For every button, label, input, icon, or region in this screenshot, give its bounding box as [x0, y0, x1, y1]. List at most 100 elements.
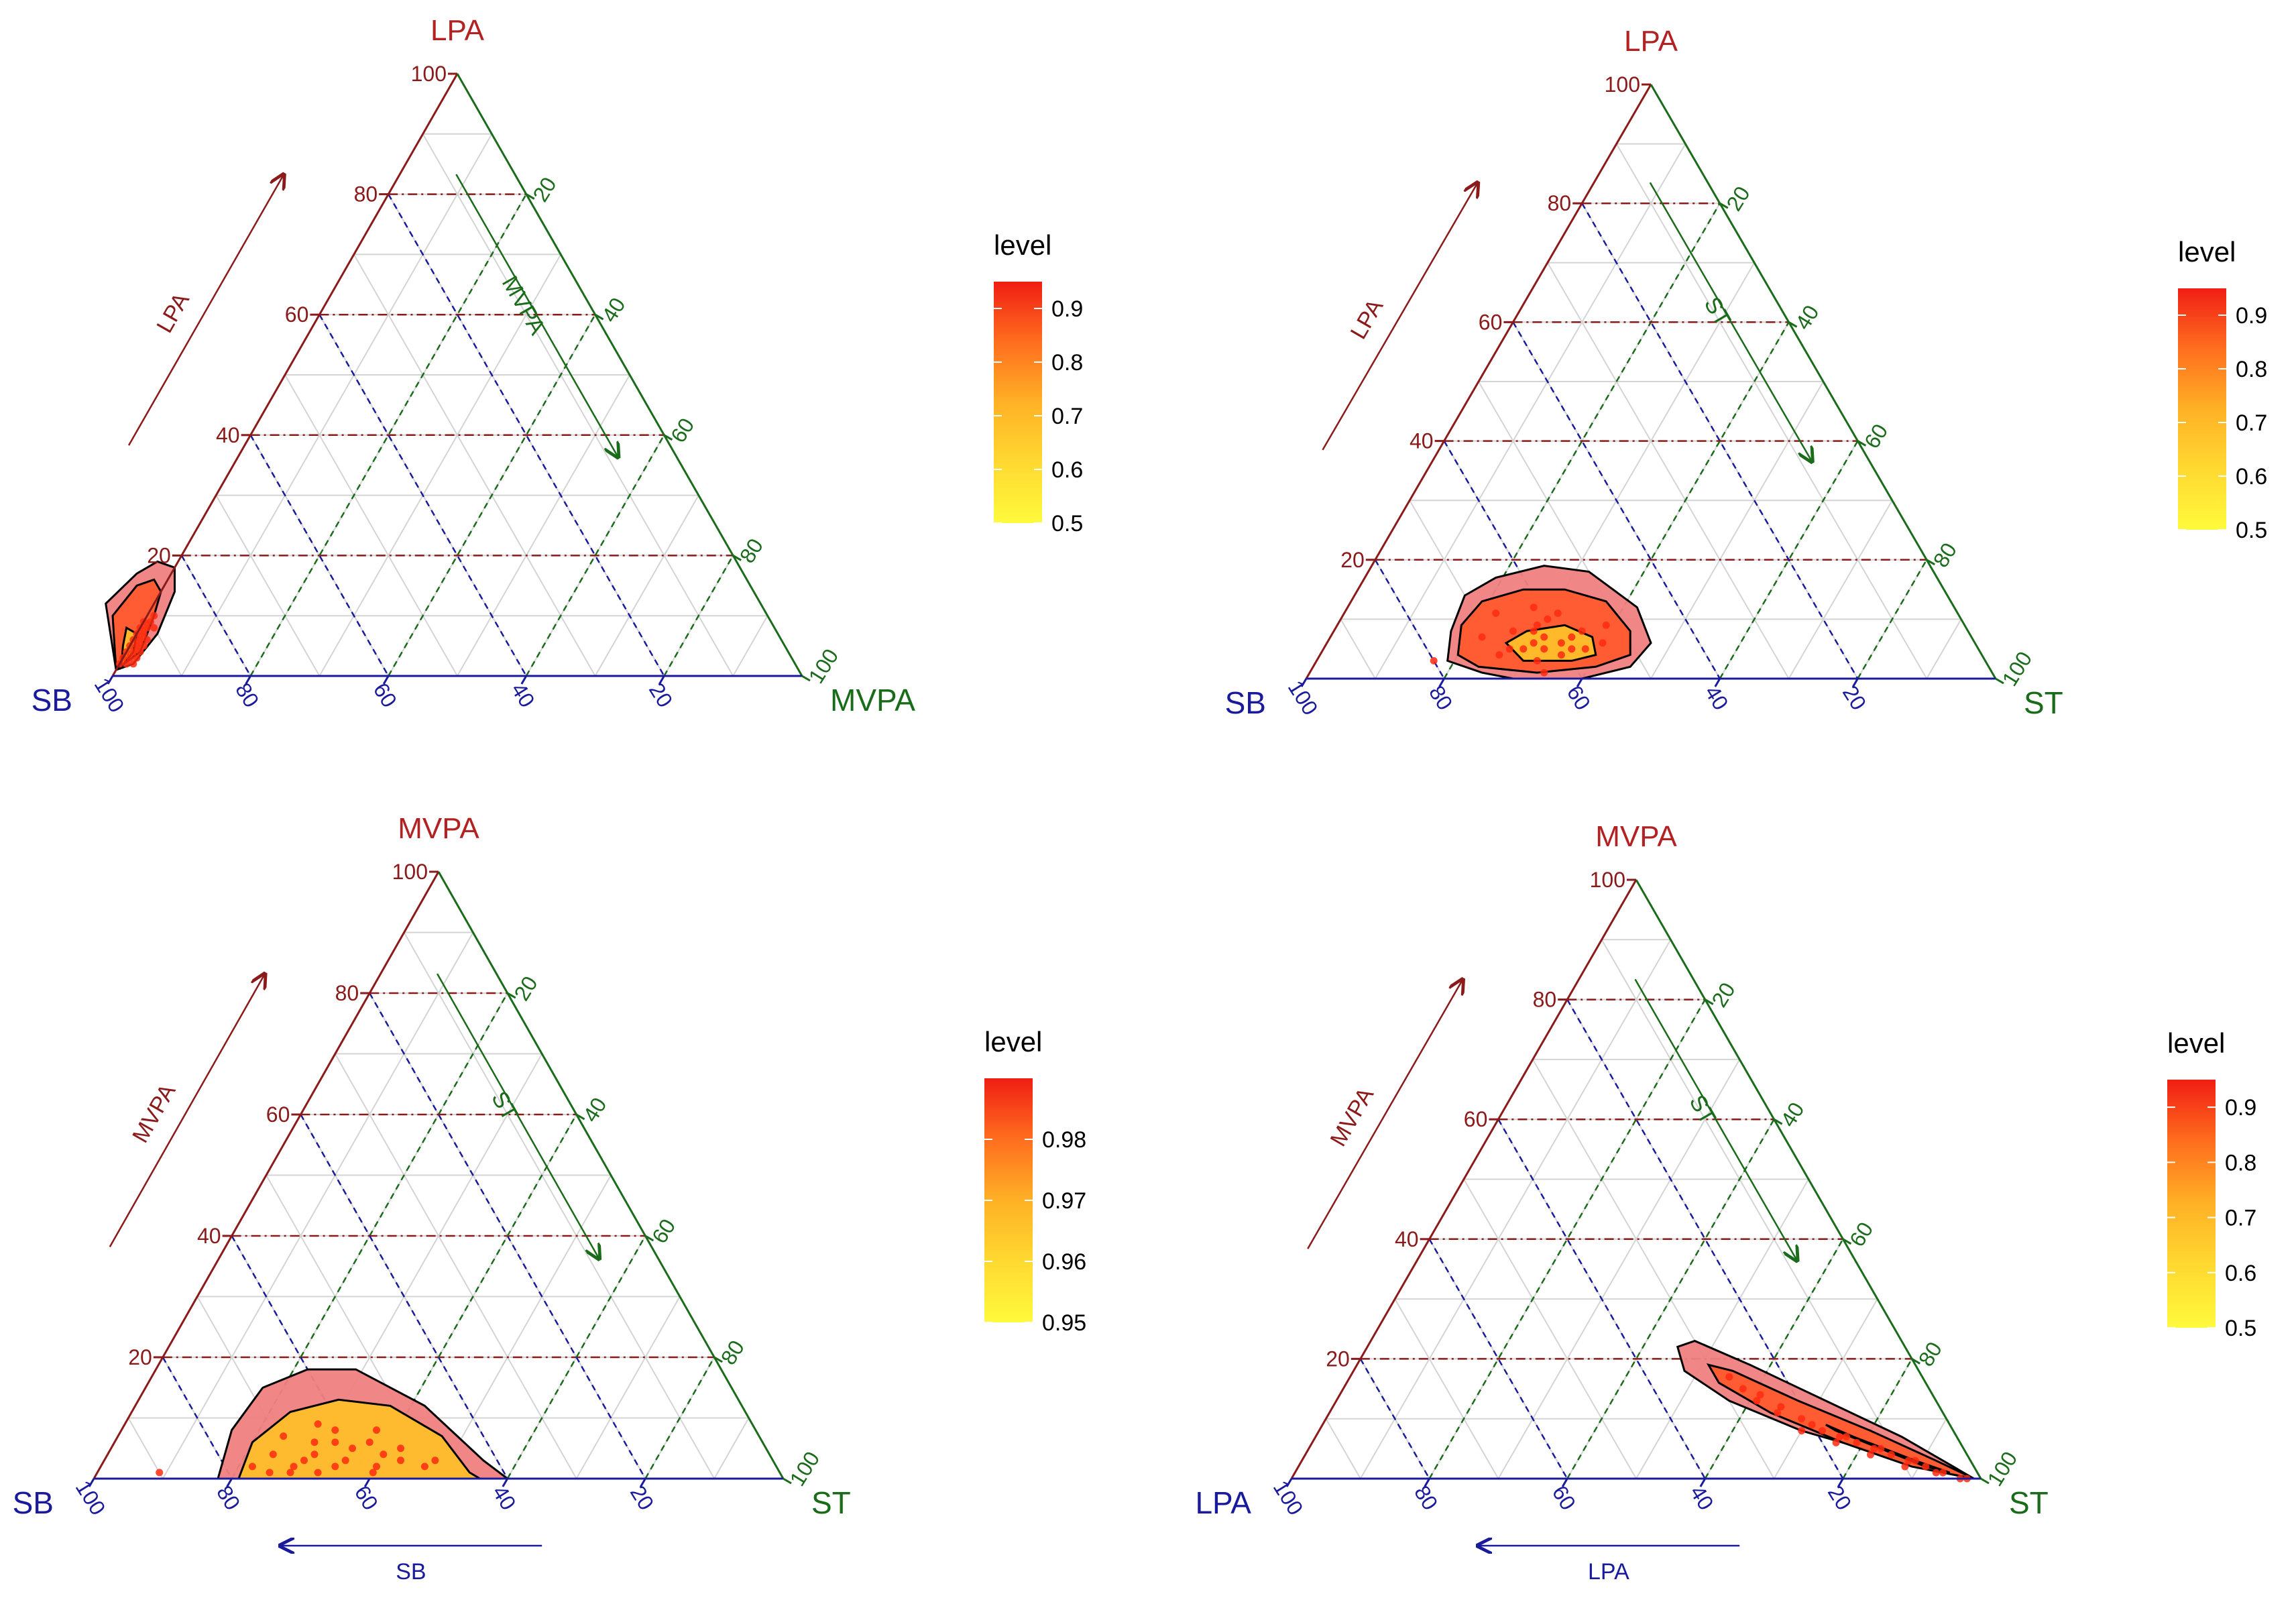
data-point: [380, 1450, 388, 1459]
data-point: [1540, 645, 1548, 653]
grid-line: [1635, 1179, 1809, 1479]
grid-line: [575, 1296, 681, 1479]
data-point: [1739, 1385, 1747, 1393]
grid-line: [1463, 1179, 1637, 1479]
grid-line: [1650, 381, 1824, 679]
tick-label-right-axis: 20: [1721, 182, 1754, 215]
grid-line: [334, 1053, 577, 1479]
legend-tick-label: 0.8: [2225, 1150, 2256, 1176]
legend-tick-label: 0.7: [2236, 410, 2267, 436]
corner-label-right: ST: [2009, 1485, 2049, 1520]
arrow-label-right: ST: [1684, 1090, 1721, 1129]
tick-label-top-axis: 100: [1590, 868, 1625, 892]
arrow-label-right: ST: [486, 1087, 523, 1125]
tick-mark: [526, 193, 535, 200]
tick-mark: [1438, 678, 1445, 687]
major-line-right: [1719, 440, 1859, 679]
legend-tick-label: 0.6: [2225, 1261, 2256, 1286]
data-point: [156, 1469, 164, 1477]
data-point: [1530, 604, 1538, 612]
data-point: [150, 612, 158, 620]
axis-left-side: [1305, 84, 1652, 679]
data-point: [1798, 1415, 1806, 1423]
major-line-right: [506, 1235, 646, 1479]
legend-tick-label: 0.7: [1051, 404, 1083, 429]
data-point: [1835, 1433, 1843, 1440]
grid-line: [1340, 618, 1376, 679]
data-point: [1932, 1469, 1940, 1477]
corner-label-left: SB: [32, 683, 72, 718]
tick-mark: [1788, 321, 1798, 328]
grid-line: [732, 615, 768, 677]
data-point: [331, 1438, 339, 1446]
data-point: [420, 1463, 428, 1471]
direction-arrow: [455, 174, 618, 457]
data-point: [1853, 1438, 1861, 1446]
legend-tick-label: 0.9: [1051, 296, 1083, 322]
direction-arrow: [1634, 978, 1797, 1261]
legend-title: level: [994, 229, 1051, 261]
tick-label-top-axis: 80: [354, 182, 378, 207]
data-point: [365, 1438, 374, 1446]
tick-mark: [1842, 1238, 1852, 1245]
tick-label-bottom-axis: 40: [1685, 1481, 1718, 1514]
tick-label-bottom-axis: 100: [71, 1476, 111, 1519]
tick-mark: [1995, 677, 2004, 685]
tick-label-top-axis: 40: [1395, 1227, 1419, 1251]
data-point: [1939, 1469, 1947, 1477]
data-point: [310, 1450, 319, 1459]
grid-line: [438, 1175, 612, 1479]
tick-label-right-axis: 20: [528, 173, 561, 206]
tick-mark: [1857, 440, 1867, 447]
data-point: [1843, 1433, 1850, 1440]
tick-mark: [1773, 1118, 1783, 1125]
data-point: [341, 1456, 349, 1465]
tick-mark: [663, 434, 673, 441]
tick-label-top-axis: 100: [411, 62, 447, 86]
tick-label-bottom-axis: 20: [1823, 1481, 1856, 1514]
data-point: [139, 630, 148, 638]
data-point: [1877, 1444, 1885, 1452]
tick-mark: [575, 1113, 585, 1121]
data-point: [1798, 1427, 1806, 1435]
tick-label-right-axis: 40: [578, 1093, 611, 1126]
tick-mark: [382, 675, 390, 685]
tick-label-right-axis: 20: [1707, 978, 1739, 1011]
data-point: [373, 1426, 380, 1434]
axis-right-side: [1650, 84, 1997, 679]
tick-label-bottom-axis: 20: [644, 679, 677, 711]
tick-label-top-axis: 40: [1410, 429, 1434, 453]
tick-label-top-axis: 60: [1479, 310, 1503, 334]
direction-arrow: [127, 174, 284, 446]
legend-tick-label: 0.5: [2236, 518, 2267, 543]
legend-tick-label: 0.97: [1042, 1188, 1086, 1214]
tick-label-right-axis: 60: [647, 1214, 680, 1247]
data-point: [314, 1420, 322, 1428]
data-point: [1756, 1391, 1764, 1399]
corner-label-left: SB: [1225, 685, 1266, 720]
tick-mark: [1285, 1478, 1293, 1487]
major-line-right: [1857, 559, 1928, 679]
tick-label-right-axis: 80: [735, 534, 768, 567]
tick-label-right-axis: 80: [716, 1336, 749, 1369]
major-line-right: [1566, 1119, 1775, 1479]
legend-tick-label: 0.98: [1042, 1127, 1086, 1153]
major-line-left: [231, 1235, 371, 1479]
major-line-left: [1512, 321, 1721, 679]
data-point: [139, 642, 148, 650]
tick-mark: [713, 1356, 723, 1363]
grid-line: [162, 932, 474, 1479]
tick-label-bottom-axis: 80: [1410, 1481, 1442, 1514]
arrow-label-left: LPA: [152, 288, 194, 337]
data-point: [1922, 1463, 1930, 1471]
legend-tick-label: 0.9: [2225, 1095, 2256, 1121]
data-point: [1533, 621, 1541, 629]
tick-mark: [783, 1477, 792, 1485]
data-point: [1540, 633, 1548, 641]
data-point: [129, 660, 137, 668]
data-point: [1870, 1444, 1878, 1452]
data-point: [369, 1469, 377, 1477]
major-line-left: [1374, 559, 1445, 679]
